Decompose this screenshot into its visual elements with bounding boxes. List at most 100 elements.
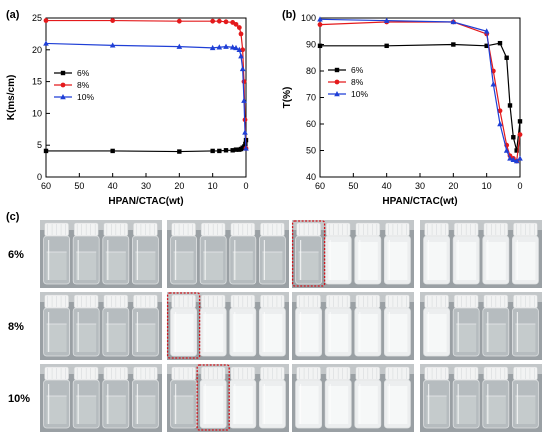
data-point [229, 44, 236, 50]
data-point [497, 40, 503, 46]
vial [131, 222, 159, 285]
data-point [233, 21, 239, 27]
y-tick-label: 80 [306, 66, 316, 76]
vial-liquid [456, 324, 477, 352]
data-point [233, 44, 239, 51]
y-tick-label: 20 [32, 45, 42, 55]
vial [199, 366, 227, 429]
series-6pct [317, 40, 523, 153]
y-axis-title: K(ms/cm) [6, 75, 17, 121]
vial-group [166, 292, 289, 360]
vial-group [40, 220, 162, 288]
vial [383, 222, 411, 285]
vial [43, 366, 70, 429]
photo-top-light [420, 292, 542, 302]
data-point [497, 108, 503, 114]
data-point [233, 147, 239, 152]
legend-label: 6% [77, 68, 90, 78]
data-point [483, 28, 490, 34]
vial-photographs: 6% 8% 10% [8, 220, 542, 432]
vial [102, 366, 130, 429]
x-tick-label: 20 [448, 181, 458, 191]
vial-liquid [515, 242, 536, 280]
vial-liquid [262, 386, 283, 424]
y-tick-label: 90 [306, 40, 316, 50]
vial [258, 294, 286, 357]
data-point [514, 148, 519, 153]
vial-liquid [456, 396, 477, 424]
vial [452, 294, 480, 357]
data-point [238, 31, 244, 37]
photo-top-light [420, 220, 542, 230]
vial [72, 366, 100, 429]
data-point [43, 18, 49, 23]
vial [102, 222, 130, 285]
vial-liquid [298, 252, 319, 280]
data-point [223, 43, 229, 49]
row-label: 10% [8, 393, 30, 405]
vial [229, 222, 257, 285]
x-tick-label: 30 [415, 181, 425, 191]
x-axis-title: HPAN/CTAC(wt) [382, 196, 457, 207]
vial-liquid [203, 252, 224, 280]
vial [43, 294, 70, 357]
vial-group [420, 364, 542, 432]
series-6pct [43, 137, 249, 154]
vial-liquid [515, 396, 536, 424]
vial-liquid [485, 242, 506, 280]
data-point [510, 156, 517, 162]
vial [199, 294, 227, 357]
vial-liquid [387, 242, 408, 280]
series-line [320, 42, 521, 151]
vial-liquid [232, 386, 253, 424]
vial [229, 366, 257, 429]
photo-top-light [167, 364, 289, 374]
x-tick-label: 30 [141, 181, 151, 191]
data-point [210, 148, 215, 154]
data-point [216, 18, 222, 24]
data-point [176, 18, 182, 24]
data-point [507, 103, 513, 108]
vial-liquid [173, 252, 194, 280]
vial [170, 222, 198, 285]
data-point [223, 19, 229, 25]
data-point [517, 119, 523, 124]
vial-liquid [46, 324, 67, 352]
vial [43, 222, 70, 285]
vial [72, 222, 100, 285]
vial [295, 222, 323, 285]
vial-group [40, 364, 162, 432]
data-point [43, 148, 49, 154]
panel-label-c: (c) [6, 211, 20, 223]
vial [354, 366, 382, 429]
x-tick-label: 20 [174, 181, 184, 191]
vial [170, 294, 198, 357]
series-line [319, 21, 521, 163]
photo-top-light [292, 292, 414, 302]
vial-liquid [328, 386, 349, 424]
vial-liquid [46, 252, 67, 280]
vial [383, 294, 411, 357]
x-tick-label: 60 [41, 181, 51, 191]
vial-liquid [135, 324, 156, 352]
x-tick-label: 40 [108, 181, 118, 191]
vial-liquid [426, 314, 447, 352]
chart-transmittance: 60 50 40 30 20 10 0405060708090100HPAN/CTAC(wt… [282, 13, 523, 207]
data-point [241, 79, 247, 84]
legend-label: 8% [77, 80, 90, 90]
y-tick-label: 0 [37, 172, 42, 182]
vial [383, 366, 411, 429]
vial [512, 294, 539, 357]
data-point [450, 18, 457, 25]
vial-liquid [298, 386, 319, 424]
vial-group [291, 220, 414, 288]
vial-liquid [328, 242, 349, 280]
data-point [317, 22, 323, 28]
data-point [513, 158, 520, 164]
data-point [60, 94, 66, 100]
vial [258, 222, 286, 285]
plot-frame [45, 17, 247, 178]
vial [482, 294, 510, 357]
vial [72, 294, 100, 357]
